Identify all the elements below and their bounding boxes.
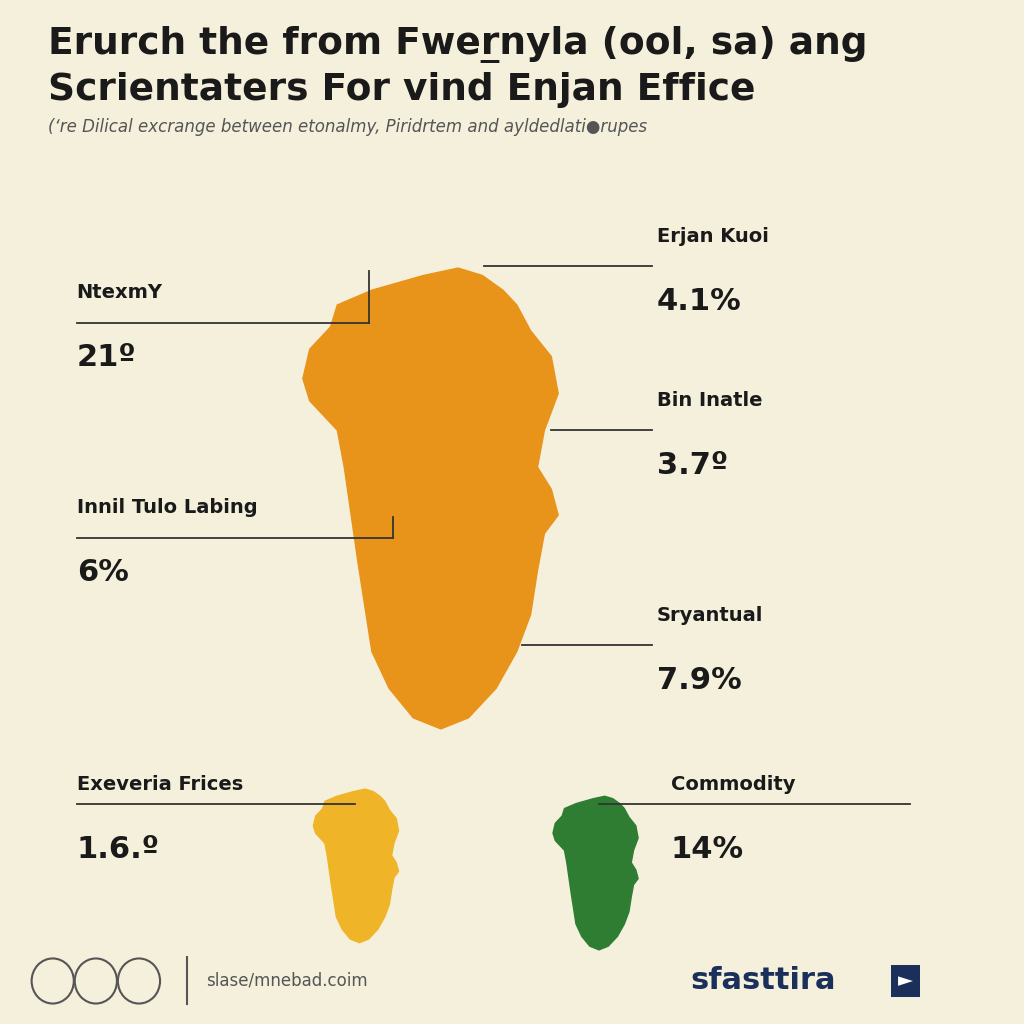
Text: Bin Inatle: Bin Inatle [656,390,762,410]
Text: NtexmY: NtexmY [77,283,163,302]
Text: 3.7º: 3.7º [656,451,728,479]
Text: sfasttira: sfasttira [690,967,836,995]
Text: 6%: 6% [77,558,129,587]
Text: 21º: 21º [77,343,136,372]
Text: Scrientaters For vind Enjan Effice: Scrientaters For vind Enjan Effice [48,72,756,108]
Polygon shape [313,790,398,943]
Text: Innil Tulo Labing: Innil Tulo Labing [77,498,257,517]
Polygon shape [303,268,558,729]
Text: (‘re Dilical excrange between etonalmy, Piridrtem and ayldedlati●rupes: (‘re Dilical excrange between etonalmy, … [48,118,647,136]
Text: Erjan Kuoi: Erjan Kuoi [656,226,768,246]
Text: Erurch the from Fwer̲nyla (ool, sa) ang: Erurch the from Fwer̲nyla (ool, sa) ang [48,26,867,62]
Text: Commodity: Commodity [671,774,796,794]
Text: 1.6.º: 1.6.º [77,835,160,863]
Text: 7.9%: 7.9% [656,666,741,694]
Text: Sryantual: Sryantual [656,605,763,625]
Text: ►: ► [898,972,913,990]
Text: slase/mnebad.coim: slase/mnebad.coim [206,972,368,990]
Polygon shape [553,797,638,950]
Text: Exeveria Frices: Exeveria Frices [77,774,243,794]
Text: 4.1%: 4.1% [656,287,741,315]
Text: 14%: 14% [671,835,744,863]
